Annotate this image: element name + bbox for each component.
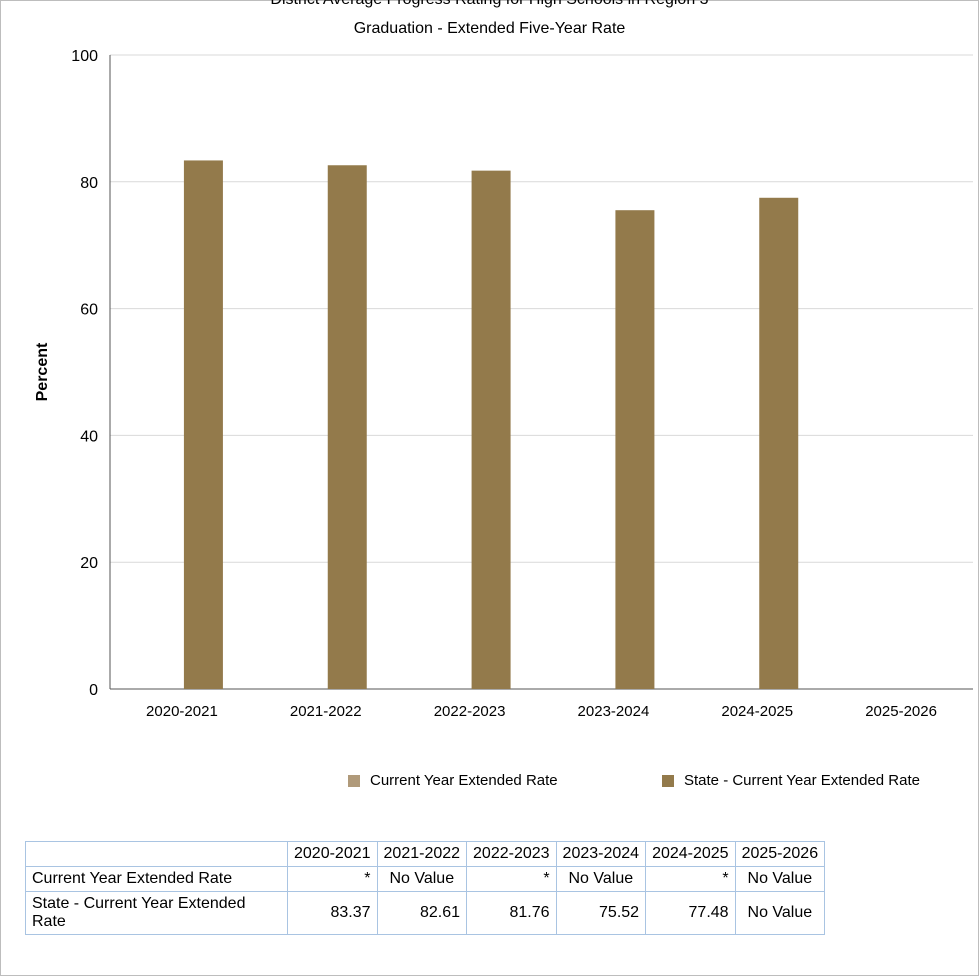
y-tick-label: 0 <box>89 682 98 699</box>
table-cell: 83.37 <box>287 891 378 935</box>
table-column-header: 2020-2021 <box>287 841 378 867</box>
table-column-header: 2021-2022 <box>376 841 468 867</box>
table-cell: No Value <box>734 891 826 935</box>
y-tick-label: 20 <box>80 555 98 572</box>
table-column-header: 2023-2024 <box>555 841 647 867</box>
legend-item-current-year[interactable]: Current Year Extended Rate <box>348 772 558 789</box>
legend-item-state[interactable]: State - Current Year Extended Rate <box>662 772 920 789</box>
y-tick-label: 60 <box>80 302 98 319</box>
table-cell: No Value <box>555 866 647 892</box>
y-tick-label: 80 <box>80 175 98 192</box>
y-axis-label: Percent <box>34 342 51 401</box>
legend-swatch-state <box>662 774 674 787</box>
table-corner-cell <box>25 841 288 867</box>
table-cell: * <box>466 866 557 892</box>
bar-state <box>471 170 511 689</box>
y-tick-label: 100 <box>71 48 98 65</box>
x-tick-label: 2025-2026 <box>865 703 937 720</box>
table-column-header: 2025-2026 <box>734 841 826 867</box>
legend-label-current-year: Current Year Extended Rate <box>370 772 558 789</box>
table-cell: 77.48 <box>645 891 736 935</box>
bar-state <box>327 165 367 690</box>
table-header-row: 2020-2021 2021-2022 2022-2023 2023-2024 2024… <box>25 841 826 867</box>
table-cell: * <box>645 866 736 892</box>
table-cell: No Value <box>734 866 826 892</box>
chart-title: Graduation - Extended Five-Year Rate <box>353 20 626 37</box>
x-tick-label: 2021-2022 <box>290 703 362 720</box>
bar-state <box>183 160 223 689</box>
x-tick-label: 2023-2024 <box>578 703 650 720</box>
y-tick-label: 40 <box>80 428 98 445</box>
table-cell: 75.52 <box>555 891 647 935</box>
bar-chart: 0 20 40 60 80 100 Percent 2020-2021 2021-2022 202… <box>34 48 973 720</box>
table-column-header: 2022-2023 <box>466 841 557 867</box>
bar-state <box>759 197 799 689</box>
table-row: State - Current Year Extended Rate 83.37 8… <box>25 891 826 935</box>
data-table: 2020-2021 2021-2022 2022-2023 2023-2024 2024… <box>25 841 826 935</box>
legend-swatch-current-year <box>348 774 360 787</box>
table-row: Current Year Extended Rate * No Value * No V… <box>25 866 826 892</box>
clipped-heading: District Average Progress Rating for Hig… <box>0 0 979 9</box>
table-cell: 82.61 <box>376 891 468 935</box>
table-row-label: State - Current Year Extended Rate <box>25 891 288 935</box>
table-cell: * <box>287 866 378 892</box>
legend-label-state: State - Current Year Extended Rate <box>684 772 920 789</box>
table-cell: No Value <box>376 866 468 892</box>
table-cell: 81.76 <box>466 891 557 935</box>
bar-state <box>615 210 655 690</box>
table-row-label: Current Year Extended Rate <box>25 866 288 892</box>
table-column-header: 2024-2025 <box>645 841 736 867</box>
x-tick-label: 2022-2023 <box>434 703 506 720</box>
x-tick-label: 2024-2025 <box>721 703 793 720</box>
x-tick-label: 2020-2021 <box>146 703 218 720</box>
